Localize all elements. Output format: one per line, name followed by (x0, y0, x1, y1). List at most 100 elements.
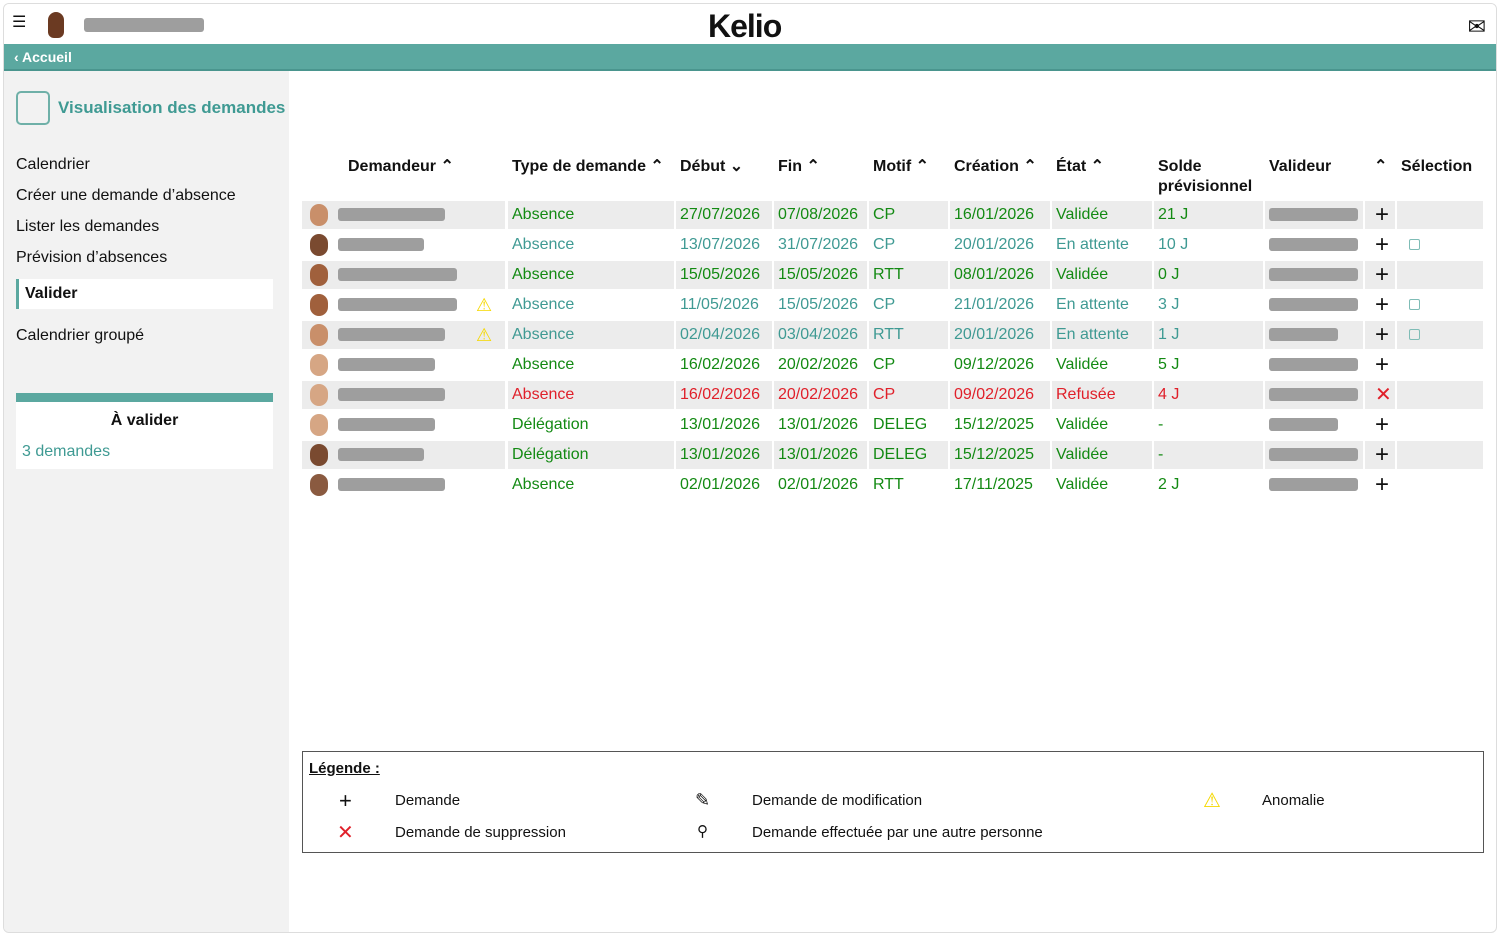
select-checkbox[interactable] (1409, 239, 1420, 251)
cell-creation: 08/01/2026 (950, 261, 1050, 289)
debut-value: 02/04/2026 (680, 326, 761, 343)
motif-value: CP (873, 356, 896, 373)
plus-icon[interactable]: + (1375, 411, 1390, 438)
user-avatar[interactable] (48, 12, 64, 38)
cell-etat: Validée (1052, 441, 1152, 469)
cell-valideur (1265, 291, 1363, 319)
cell-valideur (1265, 231, 1363, 259)
select-checkbox[interactable] (1409, 299, 1420, 311)
etat-value: En attente (1056, 326, 1129, 343)
sidebar-item-calendrier-groupe[interactable]: Calendrier groupé (16, 327, 145, 344)
validator-redacted (1269, 418, 1338, 432)
sidebar-item-valider[interactable]: Valider (16, 279, 273, 309)
sidebar-item-prevision[interactable]: Prévision d’absences (16, 249, 168, 266)
fin-value: 13/01/2026 (778, 446, 859, 463)
select-checkbox[interactable] (1409, 329, 1420, 341)
plus-icon[interactable]: + (1375, 261, 1390, 288)
cell-debut: 02/04/2026 (676, 321, 772, 349)
cell-action: + (1365, 411, 1395, 439)
sidebar-item-creer-demande[interactable]: Créer une demande d’absence (16, 187, 236, 204)
debut-value: 02/01/2026 (680, 476, 761, 493)
header-type[interactable]: Type de demande ⌃ (512, 158, 664, 175)
validator-redacted (1269, 388, 1358, 402)
pending-box: À valider 3 demandes (16, 393, 273, 469)
header-demandeur[interactable]: Demandeur ⌃ (348, 158, 454, 175)
cell-type: Absence (508, 261, 674, 289)
cell-motif: CP (869, 351, 948, 379)
debut-value: 27/07/2026 (680, 206, 761, 223)
header-motif[interactable]: Motif ⌃ (873, 158, 930, 175)
cell-solde: 10 J (1154, 231, 1263, 259)
avatar (310, 413, 328, 436)
legend-title: Légende : (309, 760, 380, 777)
cell-selection (1397, 351, 1483, 379)
mail-icon[interactable]: ✉ (1467, 14, 1486, 39)
plus-icon[interactable]: + (1375, 441, 1390, 468)
cell-solde: - (1154, 411, 1263, 439)
sidebar-item-calendrier[interactable]: Calendrier (16, 156, 90, 173)
cell-fin: 15/05/2026 (774, 291, 867, 319)
validator-redacted (1269, 268, 1358, 282)
pending-count-link[interactable]: 3 demandes (22, 443, 111, 460)
plus-icon[interactable]: + (1375, 291, 1390, 318)
debut-value: 13/07/2026 (680, 236, 761, 253)
fin-value: 13/01/2026 (778, 416, 859, 433)
cell-selection (1397, 261, 1483, 289)
header-etat[interactable]: État ⌃ (1056, 158, 1105, 175)
solde-value: - (1158, 416, 1164, 433)
creation-value: 09/02/2026 (954, 386, 1035, 403)
cell-creation: 20/01/2026 (950, 321, 1050, 349)
cell-type: Absence (508, 231, 674, 259)
sidebar-item-lister[interactable]: Lister les demandes (16, 218, 160, 235)
validator-redacted (1269, 478, 1358, 492)
fin-value: 07/08/2026 (778, 206, 859, 223)
solde-value: - (1158, 446, 1164, 463)
plus-icon[interactable]: + (1375, 201, 1390, 228)
creation-value: 16/01/2026 (954, 206, 1035, 223)
logo-text: Kelio (708, 8, 782, 44)
cell-etat: En attente (1052, 321, 1152, 349)
cell-etat: Validée (1052, 471, 1152, 499)
header-action-sort[interactable]: ⌃ (1374, 158, 1388, 175)
cell-creation: 15/12/2025 (950, 411, 1050, 439)
fin-value: 15/05/2026 (778, 266, 859, 283)
plus-icon[interactable]: + (1375, 321, 1390, 348)
creation-value: 21/01/2026 (954, 296, 1035, 313)
back-home-link[interactable]: ‹ Accueil (4, 44, 1496, 71)
motif-value: DELEG (873, 416, 928, 433)
warning-icon: ⚠ (476, 325, 493, 345)
cell-etat: Validée (1052, 351, 1152, 379)
cell-motif: CP (869, 291, 948, 319)
cell-debut: 27/07/2026 (676, 201, 772, 229)
menu-icon[interactable]: ☰ (12, 14, 27, 31)
header-creation[interactable]: Création ⌃ (954, 158, 1037, 175)
user-name-redacted (84, 18, 204, 32)
cell-motif: DELEG (869, 411, 948, 439)
type-value: Délégation (512, 416, 589, 433)
header-fin[interactable]: Fin ⌃ (778, 158, 820, 175)
cell-demandeur (302, 231, 505, 259)
cell-fin: 03/04/2026 (774, 321, 867, 349)
cell-debut: 11/05/2026 (676, 291, 772, 319)
cell-creation: 15/12/2025 (950, 441, 1050, 469)
motif-value: RTT (873, 326, 904, 343)
cell-valideur (1265, 201, 1363, 229)
cross-icon[interactable]: ✕ (1375, 384, 1392, 406)
validator-redacted (1269, 358, 1358, 372)
etat-value: En attente (1056, 236, 1129, 253)
plus-icon[interactable]: + (1375, 231, 1390, 258)
sidebar-title-text: Visualisation des demandes (58, 98, 286, 117)
plus-icon[interactable]: + (1375, 351, 1390, 378)
cell-valideur (1265, 321, 1363, 349)
solde-value: 2 J (1158, 476, 1180, 493)
avatar (310, 473, 328, 496)
cell-selection (1397, 441, 1483, 469)
app-window: ☰ Kelio ✉ ‹ Accueil Visualisation des de… (3, 3, 1497, 933)
avatar (310, 323, 328, 346)
type-value: Absence (512, 266, 575, 283)
person-icon: ⚲ (697, 823, 708, 840)
header-debut[interactable]: Début ⌄ (680, 158, 744, 175)
name-redacted (338, 238, 424, 252)
creation-value: 09/12/2026 (954, 356, 1035, 373)
plus-icon[interactable]: + (1375, 471, 1390, 498)
